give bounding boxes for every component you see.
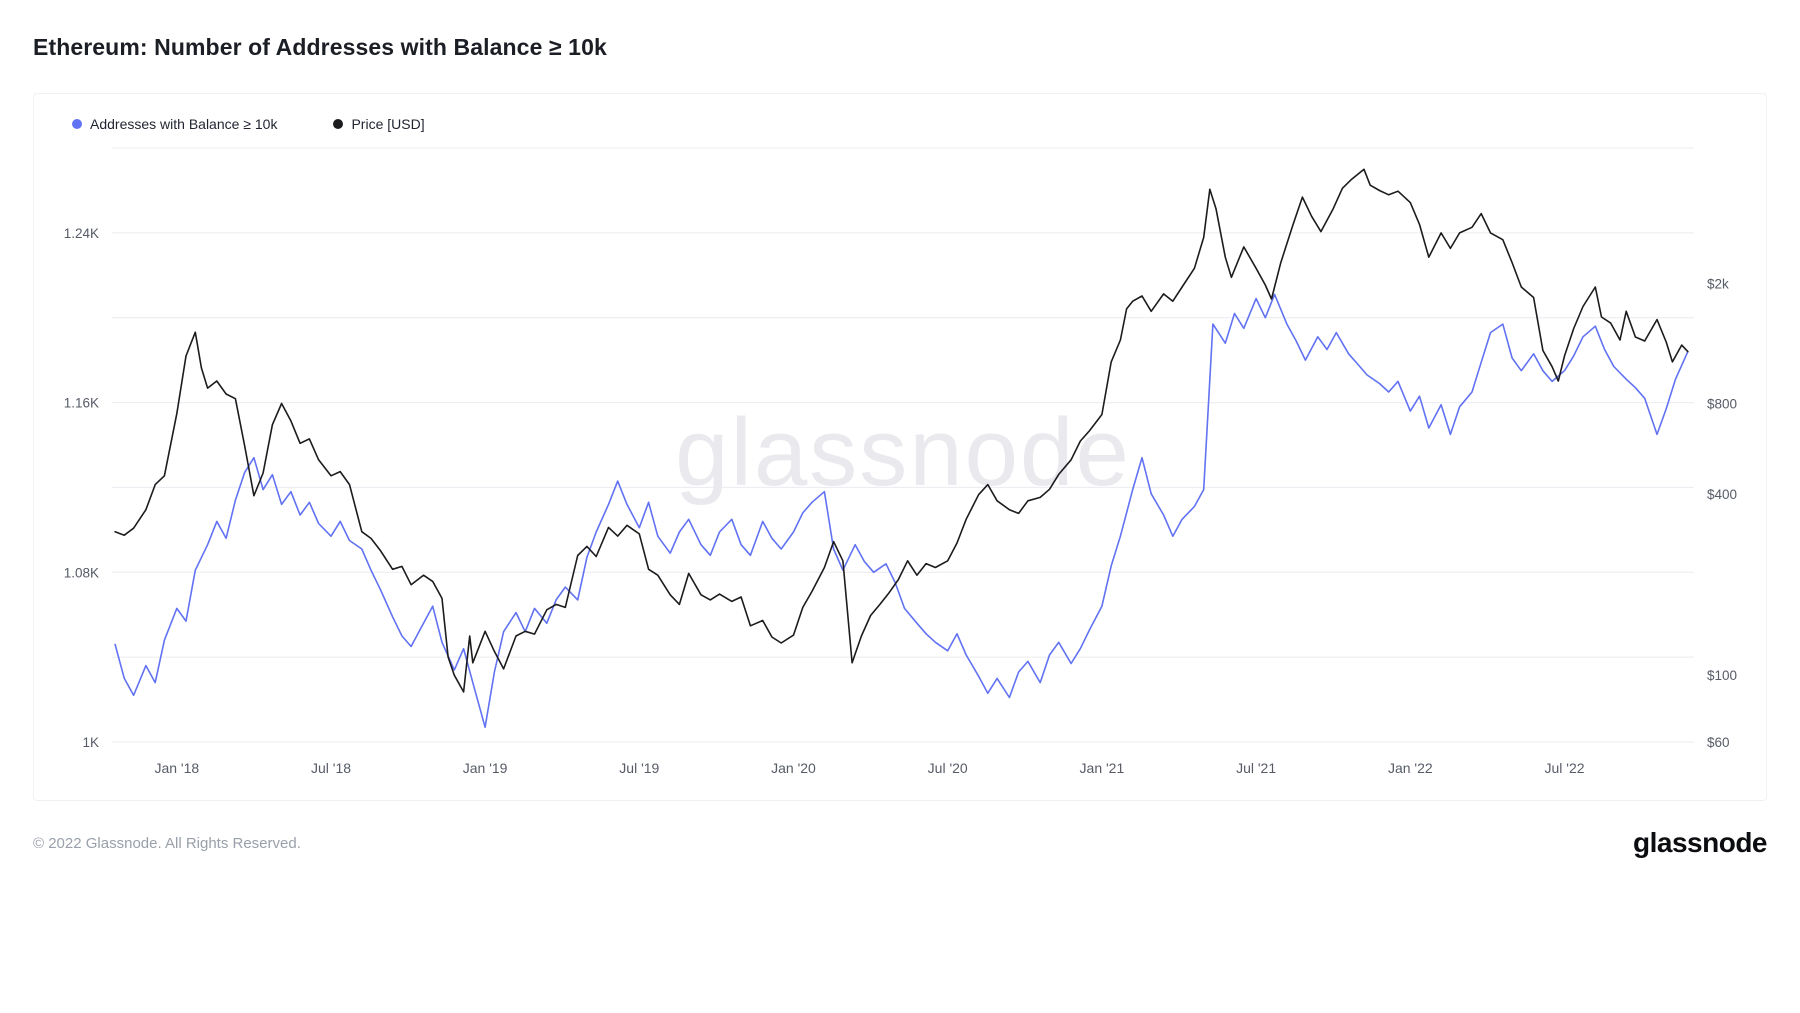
glassnode-logo[interactable]: glassnode bbox=[1633, 827, 1767, 858]
x-axis-tick-label: Jan '21 bbox=[1080, 760, 1125, 776]
right-axis-tick-label: $100 bbox=[1707, 668, 1737, 683]
x-axis-tick-label: Jul '20 bbox=[928, 760, 968, 776]
x-axis-tick-label: Jul '21 bbox=[1236, 760, 1276, 776]
series-line-price bbox=[114, 168, 1689, 693]
right-axis-tick-label: $400 bbox=[1707, 487, 1737, 502]
right-axis-tick-label: $800 bbox=[1707, 397, 1737, 412]
legend-dot-price-icon bbox=[333, 119, 344, 129]
left-axis-tick-label: 1.16K bbox=[64, 396, 99, 411]
left-axis-tick-label: 1.08K bbox=[64, 565, 99, 580]
x-axis-tick-label: Jan '18 bbox=[154, 760, 199, 776]
chart-plot[interactable]: glassnode 1K 1.08K 1.16K 1.24K $60 $100 $400 $80… bbox=[34, 138, 1766, 786]
x-axis-tick-label: Jan '22 bbox=[1388, 760, 1433, 776]
x-axis-tick-label: Jul '19 bbox=[619, 760, 659, 776]
x-axis-tick-label: Jul '22 bbox=[1544, 760, 1584, 776]
left-axis-tick-label: 1K bbox=[82, 735, 99, 750]
page-footer: © 2022 Glassnode. All Rights Reserved. g… bbox=[33, 827, 1767, 859]
watermark: glassnode bbox=[675, 399, 1131, 506]
legend-item-price[interactable]: Price [USD] bbox=[333, 116, 425, 132]
right-axis-tick-label: $2k bbox=[1707, 277, 1729, 292]
legend-label-price: Price [USD] bbox=[351, 116, 425, 132]
x-axis-tick-label: Jan '19 bbox=[463, 760, 508, 776]
page-title: Ethereum: Number of Addresses with Balan… bbox=[33, 34, 607, 60]
x-axis-tick-label: Jul '18 bbox=[311, 760, 351, 776]
x-axis-tick-label: Jan '20 bbox=[771, 760, 816, 776]
series-line-addresses bbox=[114, 293, 1689, 729]
right-axis-tick-label: $60 bbox=[1707, 735, 1730, 750]
left-axis-tick-label: 1.24K bbox=[64, 226, 99, 241]
legend-label-addresses: Addresses with Balance ≥ 10k bbox=[90, 116, 278, 132]
chart-legend: Addresses with Balance ≥ 10k Price [USD] bbox=[34, 94, 1766, 138]
copyright-text: © 2022 Glassnode. All Rights Reserved. bbox=[33, 834, 301, 852]
legend-dot-addresses-icon bbox=[72, 119, 82, 129]
chart-card: Addresses with Balance ≥ 10k Price [USD]… bbox=[33, 93, 1767, 801]
legend-item-addresses[interactable]: Addresses with Balance ≥ 10k bbox=[72, 116, 277, 132]
